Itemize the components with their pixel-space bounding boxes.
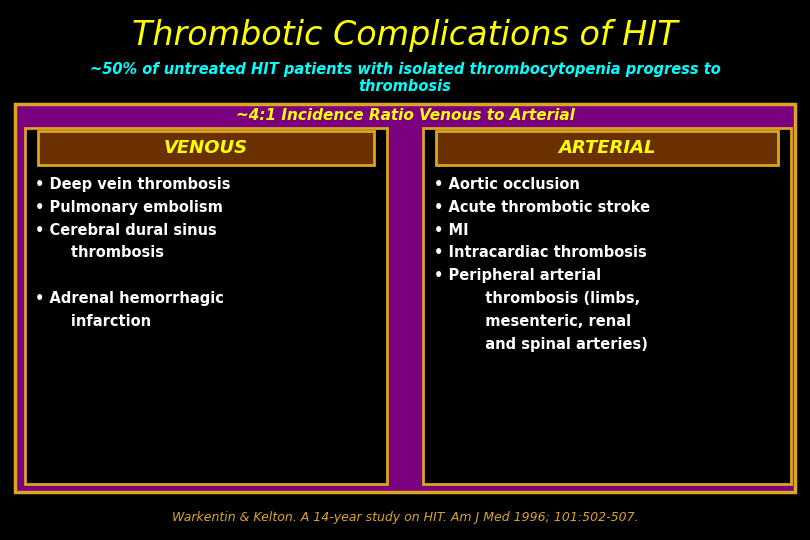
Text: ~4:1 Incidence Ratio Venous to Arterial: ~4:1 Incidence Ratio Venous to Arterial <box>236 109 574 124</box>
Text: ARTERIAL: ARTERIAL <box>558 139 656 157</box>
Text: VENOUS: VENOUS <box>164 139 248 157</box>
Text: ~50% of untreated HIT patients with isolated thrombocytopenia progress to
thromb: ~50% of untreated HIT patients with isol… <box>90 62 720 94</box>
Text: Warkentin & Kelton. A 14-year study on HIT. Am J Med 1996; 101:502-507.: Warkentin & Kelton. A 14-year study on H… <box>172 511 638 524</box>
FancyBboxPatch shape <box>436 131 778 165</box>
FancyBboxPatch shape <box>25 128 387 484</box>
FancyBboxPatch shape <box>423 128 791 484</box>
Text: Thrombotic Complications of HIT: Thrombotic Complications of HIT <box>132 19 678 52</box>
Text: • Deep vein thrombosis
• Pulmonary embolism
• Cerebral dural sinus
       thromb: • Deep vein thrombosis • Pulmonary embol… <box>35 177 231 329</box>
Text: • Aortic occlusion
• Acute thrombotic stroke
• MI
• Intracardiac thrombosis
• Pe: • Aortic occlusion • Acute thrombotic st… <box>434 177 650 352</box>
FancyBboxPatch shape <box>38 131 374 165</box>
FancyBboxPatch shape <box>15 104 795 492</box>
